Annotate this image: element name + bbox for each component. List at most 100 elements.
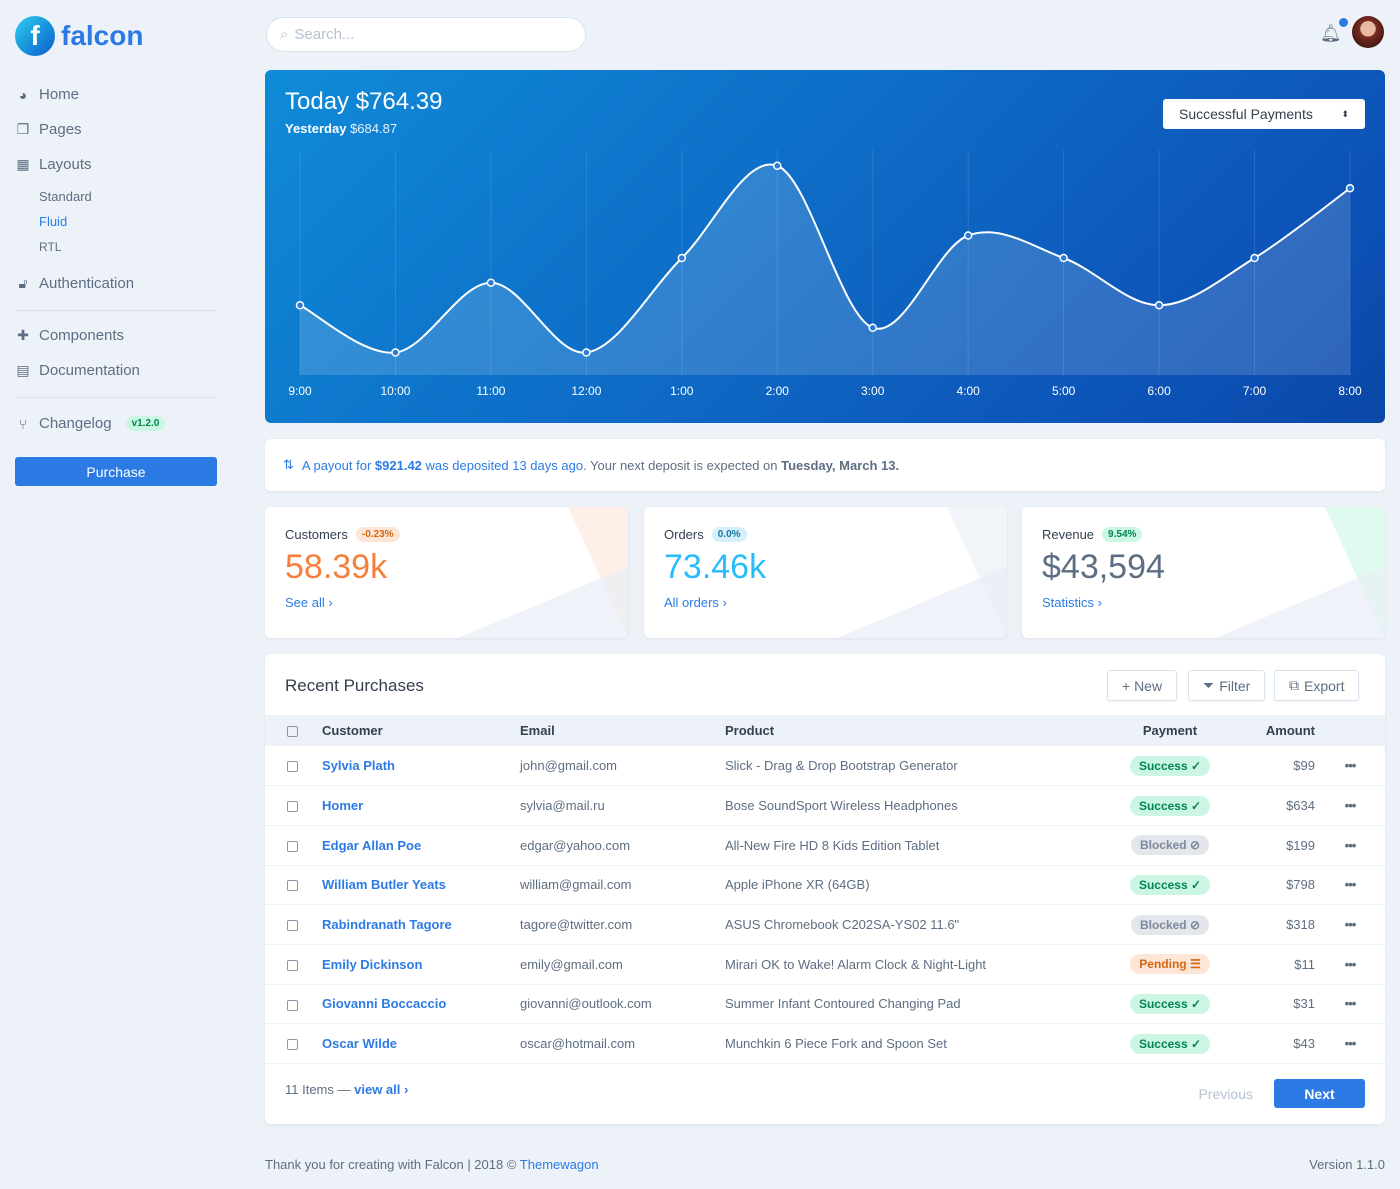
customer-link[interactable]: Emily Dickinson — [322, 956, 423, 972]
table-row[interactable]: Oscar Wilde oscar@hotmail.com Munchkin 6 P… — [265, 1023, 1385, 1064]
recent-purchases-card: Recent Purchases + New ⏷ Filter ⧉ Export C… — [265, 654, 1385, 1124]
alert-text: A payout for $921.42 was deposited 13 da… — [302, 458, 899, 473]
row-checkbox[interactable] — [287, 801, 298, 813]
status-text: Success — [1138, 877, 1188, 892]
col-email[interactable]: Email — [520, 715, 725, 746]
customer-link[interactable]: Homer — [322, 798, 364, 814]
sidebar-sub-fluid[interactable]: Fluid — [39, 214, 68, 229]
table-row[interactable]: Edgar Allan Poe edgar@yahoo.com All-New Fi… — [265, 825, 1385, 866]
row-checkbox[interactable] — [287, 880, 298, 892]
more-options-icon[interactable]: ••• — [1315, 1023, 1385, 1064]
row-checkbox[interactable] — [287, 840, 298, 852]
product: Apple iPhone XR (64GB) — [725, 865, 1120, 906]
logo[interactable]: f falcon — [15, 16, 143, 56]
amount: $99 — [1220, 746, 1315, 787]
export-button[interactable]: ⧉ Export — [1274, 670, 1360, 701]
customer-link[interactable]: Rabindranath Tagore — [322, 917, 452, 933]
payment-type-select[interactable]: Successful Payments ⬍ — [1163, 99, 1365, 129]
status-text: Pending — [1139, 957, 1187, 972]
stat-link[interactable]: Statistics › — [1042, 595, 1102, 610]
table-row[interactable]: Rabindranath Tagore tagore@twitter.com ASU… — [265, 904, 1385, 945]
sidebar-item-changelog[interactable]: ⑂ Changelog v1.2.0 — [15, 415, 166, 432]
purchase-button[interactable]: Purchase — [15, 457, 217, 486]
customer-link[interactable]: Giovanni Boccaccio — [322, 996, 447, 1012]
row-checkbox[interactable] — [287, 999, 298, 1011]
table-row[interactable]: Emily Dickinson emily@gmail.com Mirari OK … — [265, 944, 1385, 985]
sidebar-item-authentication[interactable]: 🔓︎ Authentication — [15, 275, 134, 292]
sidebar-item-documentation[interactable]: ▤ Documentation — [15, 362, 140, 379]
yesterday-total: Yesterday $684.87 — [285, 121, 397, 136]
email: john@gmail.com — [520, 746, 725, 787]
success-icon: ✓ — [1190, 1036, 1202, 1051]
more-options-icon[interactable]: ••• — [1315, 904, 1385, 945]
col-amount[interactable]: Amount — [1220, 715, 1315, 746]
payments-chart-card: 9:00 10:00 11:00 12:00 1:00 2:00 3:00 4:00 5:00 6… — [265, 70, 1385, 423]
sidebar-item-pages[interactable]: ❐ Pages — [15, 121, 82, 138]
more-options-icon[interactable]: ••• — [1315, 944, 1385, 985]
notification-bell-icon[interactable]: 🔔︎ — [1320, 18, 1348, 44]
sidebar-item-components[interactable]: ✚ Components — [15, 327, 124, 344]
col-payment[interactable]: Payment — [1120, 715, 1220, 746]
label: Layouts — [39, 156, 92, 173]
col-customer[interactable]: Customer — [322, 715, 520, 746]
more-options-icon[interactable]: ••• — [1315, 984, 1385, 1025]
blocked-icon: ⊘ — [1189, 838, 1201, 853]
customer-link[interactable]: Oscar Wilde — [322, 1036, 398, 1052]
grid-icon: ▦ — [16, 156, 30, 172]
divider — [15, 310, 217, 311]
filter-button[interactable]: ⏷ Filter — [1188, 670, 1266, 701]
sidebar-sub-rtl[interactable]: RTL — [39, 240, 62, 254]
table-row[interactable]: Homer sylvia@mail.ru Bose SoundSport Wirel… — [265, 785, 1385, 826]
more-options-icon[interactable]: ••• — [1315, 825, 1385, 866]
table-row[interactable]: Giovanni Boccaccio giovanni@outlook.com Su… — [265, 984, 1385, 1025]
stat-card-orders: Orders 0.0% 73.46k All orders › — [644, 507, 1007, 638]
payments-chart: 9:00 10:00 11:00 12:00 1:00 2:00 3:00 4:00 5:00 6… — [288, 150, 1362, 398]
x-tick-label: 9:00 — [288, 384, 312, 398]
sidebar-sub-standard[interactable]: Standard — [39, 189, 92, 204]
avatar[interactable] — [1352, 16, 1384, 48]
sidebar-item-home[interactable]: ◕ Home — [15, 86, 79, 103]
row-checkbox[interactable] — [287, 959, 298, 971]
row-checkbox[interactable] — [287, 920, 298, 932]
email: william@gmail.com — [520, 865, 725, 906]
table-row[interactable]: Sylvia Plath john@gmail.com Slick - Drag &… — [265, 746, 1385, 787]
customer-link[interactable]: Sylvia Plath — [322, 758, 395, 774]
amount: $199 — [1220, 825, 1315, 866]
search-input[interactable]: ⌕ Search... — [266, 17, 586, 52]
x-tick-label: 6:00 — [1147, 384, 1171, 398]
unlock-icon: 🔓︎ — [18, 275, 28, 291]
status-text: Blocked — [1139, 838, 1187, 853]
more-options-icon[interactable]: ••• — [1315, 785, 1385, 826]
customer-link[interactable]: Edgar Allan Poe — [322, 837, 422, 853]
stat-link[interactable]: See all › — [285, 595, 333, 610]
pending-icon: ☰ — [1189, 957, 1201, 972]
stat-link[interactable]: All orders › — [664, 595, 727, 610]
status-badge: Success ✓ — [1129, 755, 1211, 776]
footer-text: Thank you for creating with Falcon | 201… — [265, 1157, 520, 1172]
next-button[interactable]: Next — [1274, 1079, 1365, 1108]
col-product[interactable]: Product — [725, 715, 1120, 746]
code-branch-icon: ⑂ — [18, 415, 28, 432]
amount: $31 — [1220, 984, 1315, 1025]
themewagon-link[interactable]: Themewagon — [519, 1157, 599, 1172]
data-point — [486, 278, 496, 287]
today-total: Today $764.39 — [285, 88, 443, 115]
row-checkbox[interactable] — [287, 761, 298, 773]
success-icon: ✓ — [1190, 758, 1202, 773]
new-button[interactable]: + New — [1107, 670, 1178, 701]
more-options-icon[interactable]: ••• — [1315, 746, 1385, 787]
table-row[interactable]: William Butler Yeats william@gmail.com App… — [265, 865, 1385, 906]
stat-title: Customers — [285, 527, 348, 542]
select-all-checkbox[interactable] — [287, 726, 298, 738]
customer-link[interactable]: William Butler Yeats — [322, 877, 446, 893]
yesterday-label: Yesterday — [285, 121, 347, 136]
sidebar-item-layouts[interactable]: ▦ Layouts — [15, 156, 92, 173]
more-options-icon[interactable]: ••• — [1315, 865, 1385, 906]
stat-value: $43,594 — [1042, 548, 1165, 586]
view-all-link[interactable]: view all › — [354, 1082, 409, 1097]
row-checkbox[interactable] — [287, 1039, 298, 1051]
previous-button[interactable]: Previous — [1198, 1086, 1253, 1102]
product: ASUS Chromebook C202SA-YS02 11.6" — [725, 904, 1120, 945]
stat-value: 73.46k — [664, 548, 767, 586]
data-point — [963, 231, 973, 240]
